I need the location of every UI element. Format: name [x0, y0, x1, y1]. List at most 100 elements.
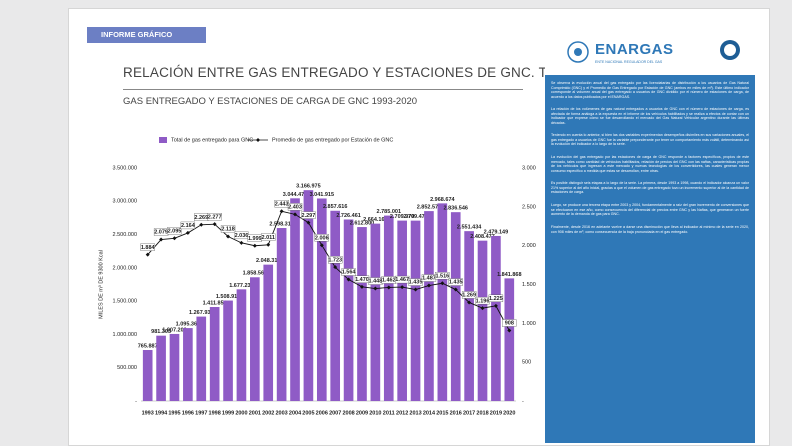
line-marker	[185, 230, 190, 235]
line-marker	[386, 285, 391, 290]
y2-tick-label: 2.500	[522, 204, 536, 210]
bar	[303, 190, 314, 401]
x-tick-label: 2010	[369, 410, 381, 416]
label-box	[140, 243, 155, 251]
line-value-label: 1.196	[476, 298, 490, 304]
y-tick-label: 3.500.000	[113, 165, 137, 171]
line-value-label-box: 1.448	[368, 277, 383, 285]
line-value-label-box: 1.884	[140, 243, 156, 251]
bar	[223, 300, 233, 401]
line-value-label: 2.006	[315, 235, 329, 241]
line-value-label: 2.118	[221, 227, 234, 233]
line-value-label-box: 1.516	[435, 272, 450, 279]
bar	[156, 335, 166, 401]
x-tick-label: 1995	[168, 410, 180, 416]
line-value-label: 1.470	[355, 277, 369, 283]
bar	[343, 219, 354, 401]
x-tick-label: 2005	[302, 410, 314, 416]
logo-bar: ENARGAS ENTE NACIONAL REGULADOR DEL GAS	[545, 31, 755, 75]
bar-value-label: 2.612.800	[350, 221, 374, 227]
title: RELACIÓN ENTRE GAS ENTREGADO Y ESTACIONE…	[123, 65, 616, 80]
sidebar-paragraph: Es posible distinguir seis etapas a lo l…	[551, 181, 749, 194]
bar-value-label: 2.048.319	[256, 258, 280, 264]
x-tick-label: 2001	[249, 410, 261, 416]
bar-value-label: 2.836.546	[443, 206, 467, 212]
bar-value-label: 2.857.616	[323, 204, 347, 210]
bar-value-label: 2.968.674	[430, 197, 455, 203]
bar-value-label: 1.841.868	[497, 272, 521, 278]
document-page: INFORME GRÁFICO RELACIÓN ENTRE GAS ENTRE…	[68, 8, 770, 446]
line-marker	[239, 240, 244, 245]
line-value-label: 2.079	[154, 230, 168, 236]
x-tick-label: 1993	[142, 410, 154, 416]
line-value-label: 1.269	[462, 293, 476, 299]
line-marker	[346, 277, 351, 282]
line-value-label: 2.164	[181, 223, 196, 229]
x-tick-label: 2017	[463, 410, 475, 416]
line-value-label-box: 1.723	[328, 256, 343, 264]
label-box	[314, 234, 329, 242]
line-value-label: 2.095	[168, 228, 182, 234]
line-marker	[199, 222, 204, 227]
legend-swatch	[159, 137, 167, 143]
line-value-label: 1.516	[435, 273, 449, 279]
line-value-label-box: 2.118	[220, 225, 236, 233]
y2-tick-label: 2.000	[522, 243, 536, 249]
bar-value-label: 765.887	[138, 343, 158, 349]
bar-value-label: 1.007.209	[162, 327, 186, 333]
sidebar-paragraph: La evolución del gas entregado por las e…	[551, 155, 749, 173]
x-tick-label: 2000	[235, 410, 247, 416]
x-tick-label: 1996	[182, 410, 194, 416]
label-box	[167, 227, 182, 235]
bar	[437, 203, 448, 401]
line-value-label-box: 2.095	[167, 227, 182, 235]
line-value-label-box: 1.467	[395, 275, 410, 283]
bar	[196, 316, 207, 401]
bar-value-label: 2.709.979	[390, 214, 414, 220]
bar	[276, 228, 287, 401]
line-value-label-box: 2.164	[180, 221, 196, 229]
line-value-label-box: 2.006	[314, 234, 329, 242]
line-marker	[172, 236, 177, 241]
line-marker	[306, 220, 311, 225]
line-marker	[400, 285, 405, 290]
y-tick-label: 2.500.000	[113, 232, 137, 238]
line-value-label: 1.999	[248, 236, 262, 242]
x-tick-label: 2019	[490, 410, 502, 416]
x-tick-label: 2013	[409, 410, 421, 416]
bar-value-label: 2.709.475	[403, 214, 427, 220]
bar	[169, 333, 180, 401]
line-value-label: 2.269	[194, 215, 208, 221]
bar-value-label: 2.479.149	[484, 229, 508, 235]
line-value-label-box: 2.011	[261, 233, 276, 241]
label-box	[408, 278, 423, 286]
line-value-label: 2.277	[208, 214, 222, 220]
line-value-label-box: 2.443	[274, 200, 289, 207]
line-value-label: 1.487	[422, 276, 436, 282]
x-tick-label: 2009	[356, 410, 368, 416]
line-value-label-box: 1.462	[381, 276, 396, 284]
bar	[397, 220, 407, 401]
line-value-label-box: 1.470	[354, 275, 370, 283]
label-box	[261, 233, 276, 241]
bar-value-label: 1.858.565	[243, 271, 267, 277]
bar-value-label: 1.267.936	[189, 310, 213, 316]
line-marker	[480, 306, 485, 311]
y-tick-label: 1.500.000	[113, 299, 137, 305]
x-tick-label: 1998	[209, 410, 221, 416]
bar	[357, 227, 367, 401]
sidebar-paragraph: Luego, se produce una tercera etapa entr…	[551, 203, 749, 216]
bar	[410, 220, 421, 401]
line-value-label-box: 1.225	[488, 294, 504, 302]
logo-icons	[567, 40, 740, 63]
bar-value-label: 2.785.001	[377, 209, 401, 215]
x-tick-label: 2008	[342, 410, 354, 416]
bar	[316, 198, 327, 401]
x-tick-label: 1997	[195, 410, 207, 416]
line-value-label: 1.435	[449, 280, 463, 286]
bar	[209, 307, 220, 401]
y2-tick-label: -	[522, 398, 524, 404]
label-box	[328, 256, 343, 264]
line-value-label: 2.036	[235, 233, 249, 239]
section-tag: INFORME GRÁFICO	[87, 27, 206, 43]
